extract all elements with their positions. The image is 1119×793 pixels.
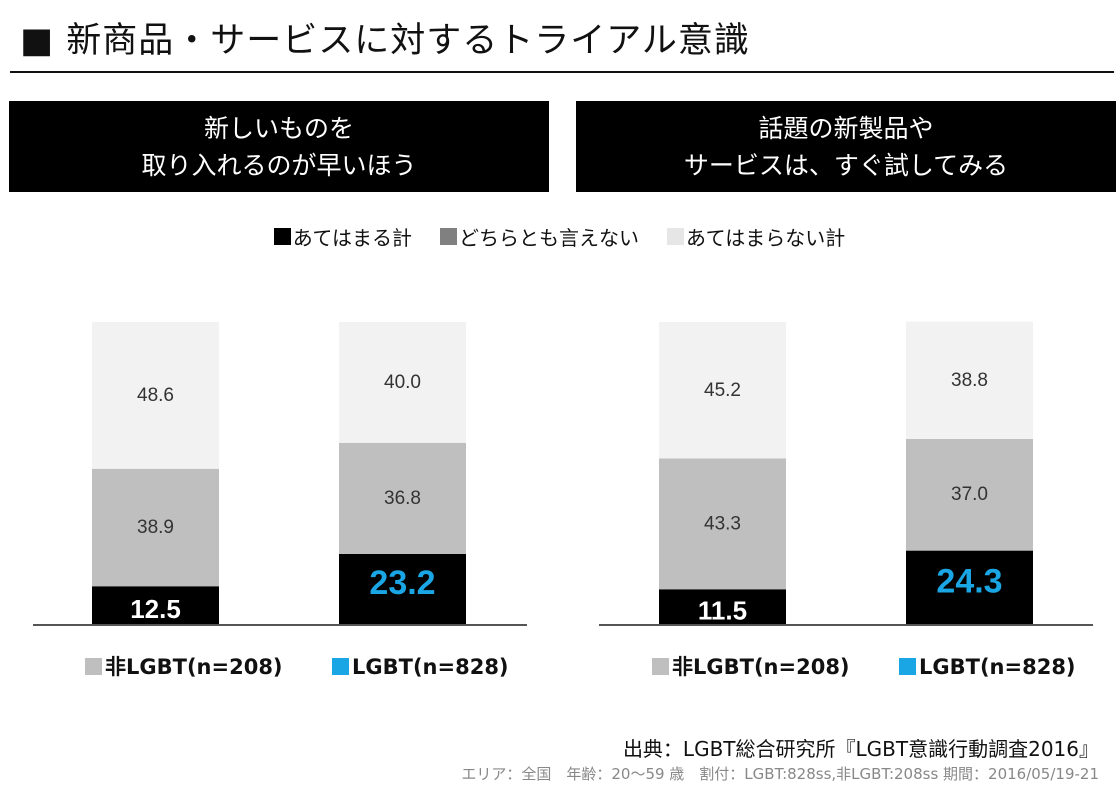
chart-2-bar-1-value-3: 45.2 <box>704 380 741 401</box>
legend-swatch-neutral <box>440 228 457 245</box>
chart-2-bar-1-value-2: 43.3 <box>704 513 741 534</box>
legend-item-yes: あてはまる計 <box>273 222 412 251</box>
survey-note: エリア：全国 年齢：20〜59 歳 割付：LGBT:828ss,非LGBT:20… <box>461 765 1099 783</box>
chart-1-bar-1-segment-3 <box>92 322 219 469</box>
legend-swatch-no <box>667 228 684 245</box>
legend-swatch-yes <box>273 228 291 245</box>
legend-label-neutral: どちらとも言えない <box>459 226 639 250</box>
legend: あてはまる計 どちらとも言えない あてはまらない計 <box>0 222 1119 251</box>
chart-1-category-swatch-2 <box>332 658 349 675</box>
chart-1-bar-1-segment-2 <box>92 468 219 587</box>
legend-label-yes: あてはまる計 <box>292 226 412 250</box>
chart-2-category-label-2: LGBT(n=828) <box>919 655 1076 679</box>
chart-1-bar-2-segment-1 <box>339 553 466 624</box>
chart-1-bar-2-value-3: 40.0 <box>384 372 421 393</box>
chart-1-bar-2-value-2: 36.8 <box>384 488 421 509</box>
chart-2-bar-1-segment-3 <box>659 322 786 459</box>
chart-1-bar-2-value-1: 23.2 <box>369 564 435 602</box>
legend-item-no: あてはまらない計 <box>667 222 845 251</box>
chart-1-bar-2-segment-3 <box>339 322 466 443</box>
chart-2-category-label-1: 非LGBT(n=208) <box>672 655 850 679</box>
chart-2-bar-1-segment-2 <box>659 458 786 590</box>
chart-2-bar-1-segment-1 <box>659 589 786 624</box>
chart-1-category-label-1: 非LGBT(n=208) <box>105 655 283 679</box>
chart-2-title: 話題の新製品や サービスは、すぐ試してみる <box>576 101 1116 192</box>
chart-2-bar-2-value-2: 37.0 <box>951 484 988 505</box>
chart-2-bar-2-segment-1 <box>906 550 1033 624</box>
legend-item-neutral: どちらとも言えない <box>440 222 639 251</box>
chart-1-title: 新しいものを 取り入れるのが早いほう <box>9 101 549 192</box>
chart-2-category-swatch-2 <box>899 658 916 675</box>
chart-2-bar-2-segment-3 <box>906 321 1033 439</box>
chart-1-bar-1-value-1: 12.5 <box>130 594 181 624</box>
chart-1-bar-1-value-3: 48.6 <box>137 385 174 406</box>
chart-2-bar-1-value-1: 11.5 <box>698 596 747 626</box>
chart-2-bar-2-segment-2 <box>906 438 1033 551</box>
chart-1-bar-1-segment-1 <box>92 586 219 624</box>
legend-label-no: あてはまらない計 <box>686 226 846 250</box>
source-citation: 出典：LGBT総合研究所『LGBT意識行動調査2016』 <box>622 737 1099 761</box>
chart-2-bar-2-value-1: 24.3 <box>936 562 1002 600</box>
chart-1-category-label-2: LGBT(n=828) <box>352 655 509 679</box>
chart-1-bar-1-value-2: 38.9 <box>137 517 174 538</box>
chart-1-category-swatch-1 <box>85 658 102 675</box>
chart-1-bar-2-segment-2 <box>339 442 466 554</box>
chart-2-category-swatch-1 <box>652 658 669 675</box>
title-divider <box>10 71 1114 73</box>
chart-2-bar-2-value-3: 38.8 <box>951 370 988 391</box>
page-title: ■ 新商品・サービスに対するトライアル意識 <box>20 21 750 61</box>
